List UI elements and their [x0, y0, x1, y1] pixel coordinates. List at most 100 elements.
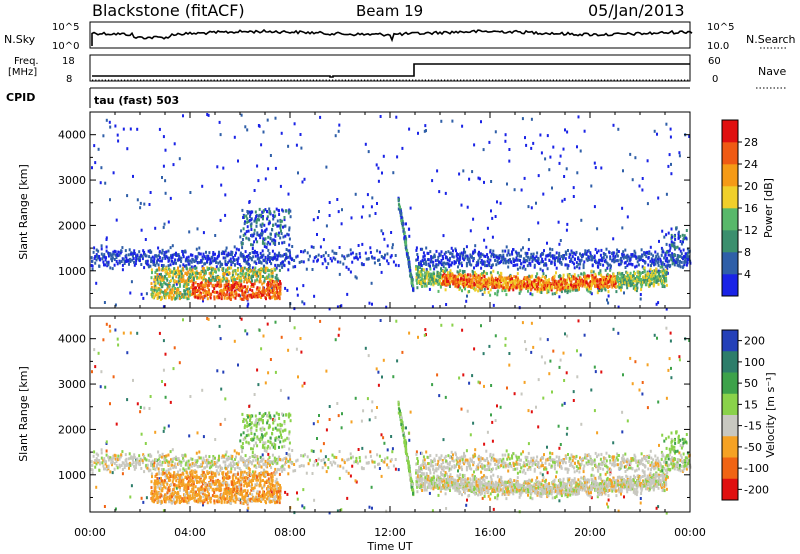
- power-cell: [590, 255, 593, 258]
- power-cell: [268, 293, 271, 297]
- power-cell: [317, 258, 319, 262]
- power-cell: [267, 248, 270, 252]
- power-cell: [531, 259, 534, 263]
- velocity-cell: [325, 428, 328, 432]
- power-cell: [251, 283, 253, 286]
- velocity-cell: [260, 347, 263, 351]
- power-cell: [515, 285, 518, 289]
- power-cell: [438, 252, 441, 256]
- power-cell: [287, 249, 290, 253]
- power-cell: [105, 249, 108, 253]
- power-cell: [290, 258, 293, 262]
- power-cell: [249, 215, 251, 218]
- power-ytick-label: 3000: [58, 174, 86, 187]
- power-cell: [234, 278, 237, 282]
- power-cell: [583, 129, 586, 133]
- power-cell: [144, 253, 147, 257]
- power-cell: [214, 290, 217, 294]
- power-cell: [196, 295, 198, 299]
- power-cell: [165, 272, 168, 276]
- velocity-cell: [148, 407, 151, 410]
- power-cell: [273, 280, 276, 284]
- power-cell: [231, 251, 234, 254]
- velocity-cell: [524, 340, 526, 344]
- velocity-cell: [341, 412, 343, 416]
- velocity-cell: [251, 451, 254, 454]
- power-cell: [291, 245, 294, 248]
- power-colorbar-swatch: [722, 252, 738, 275]
- power-cell: [491, 235, 494, 239]
- power-cell: [175, 294, 178, 298]
- power-cell: [117, 250, 120, 254]
- power-cell: [687, 258, 690, 262]
- power-cell: [293, 122, 296, 126]
- power-cell: [156, 268, 159, 272]
- power-cell: [287, 255, 290, 259]
- power-cell: [133, 252, 136, 255]
- power-cell: [607, 301, 610, 305]
- power-cell: [496, 279, 499, 283]
- power-cell: [229, 294, 232, 297]
- power-cell: [431, 277, 434, 281]
- power-cell: [422, 251, 425, 255]
- velocity-cell: [537, 425, 540, 429]
- power-colorbar-tick-label: 24: [744, 158, 758, 171]
- power-cell: [106, 264, 109, 268]
- power-cell: [114, 253, 117, 257]
- power-cell: [482, 274, 485, 278]
- power-cell: [133, 249, 136, 253]
- power-cell: [536, 285, 539, 289]
- power-cell: [538, 262, 540, 265]
- velocity-cell: [600, 370, 603, 374]
- power-cell: [624, 266, 627, 269]
- power-cell: [510, 283, 513, 287]
- velocity-cell: [99, 385, 102, 389]
- power-cell: [480, 120, 482, 124]
- power-cell: [168, 256, 171, 260]
- power-cell: [328, 214, 331, 217]
- velocity-cell: [490, 413, 492, 417]
- power-cell: [673, 253, 676, 257]
- power-cell: [231, 273, 234, 277]
- power-cell: [336, 260, 339, 264]
- velocity-cell: [408, 331, 411, 335]
- power-cell: [202, 231, 205, 235]
- power-cell: [657, 301, 660, 305]
- power-cell: [264, 257, 267, 261]
- power-cell: [556, 286, 559, 290]
- power-cell: [230, 263, 233, 267]
- power-cell: [408, 234, 411, 238]
- power-cell: [675, 258, 678, 261]
- power-cell: [274, 239, 277, 243]
- power-cell: [599, 278, 602, 281]
- power-cell: [529, 292, 532, 296]
- velocity-cell: [390, 435, 393, 438]
- power-cell: [548, 253, 551, 257]
- velocity-cell: [337, 414, 340, 418]
- power-cell: [190, 260, 193, 264]
- velocity-cell: [371, 400, 374, 404]
- power-cell: [553, 260, 556, 264]
- velocity-cell: [346, 496, 349, 500]
- power-cell: [259, 275, 262, 279]
- power-cell: [274, 222, 277, 226]
- power-cell: [212, 271, 214, 275]
- velocity-cell: [579, 353, 582, 357]
- power-cell: [111, 259, 113, 263]
- power-cell: [535, 287, 538, 291]
- power-cell: [252, 255, 255, 259]
- power-cell: [378, 258, 381, 262]
- power-cell: [255, 215, 258, 219]
- velocity-cell: [129, 331, 132, 335]
- power-cell: [164, 270, 167, 274]
- power-cell: [520, 248, 523, 252]
- velocity-cell: [383, 441, 386, 445]
- power-cell: [167, 264, 170, 268]
- power-cell: [127, 258, 130, 262]
- power-cell: [118, 253, 121, 257]
- power-cell: [161, 275, 164, 279]
- power-cell: [433, 275, 436, 279]
- power-cell: [517, 251, 520, 255]
- power-cell: [131, 258, 134, 262]
- power-cell: [205, 271, 207, 275]
